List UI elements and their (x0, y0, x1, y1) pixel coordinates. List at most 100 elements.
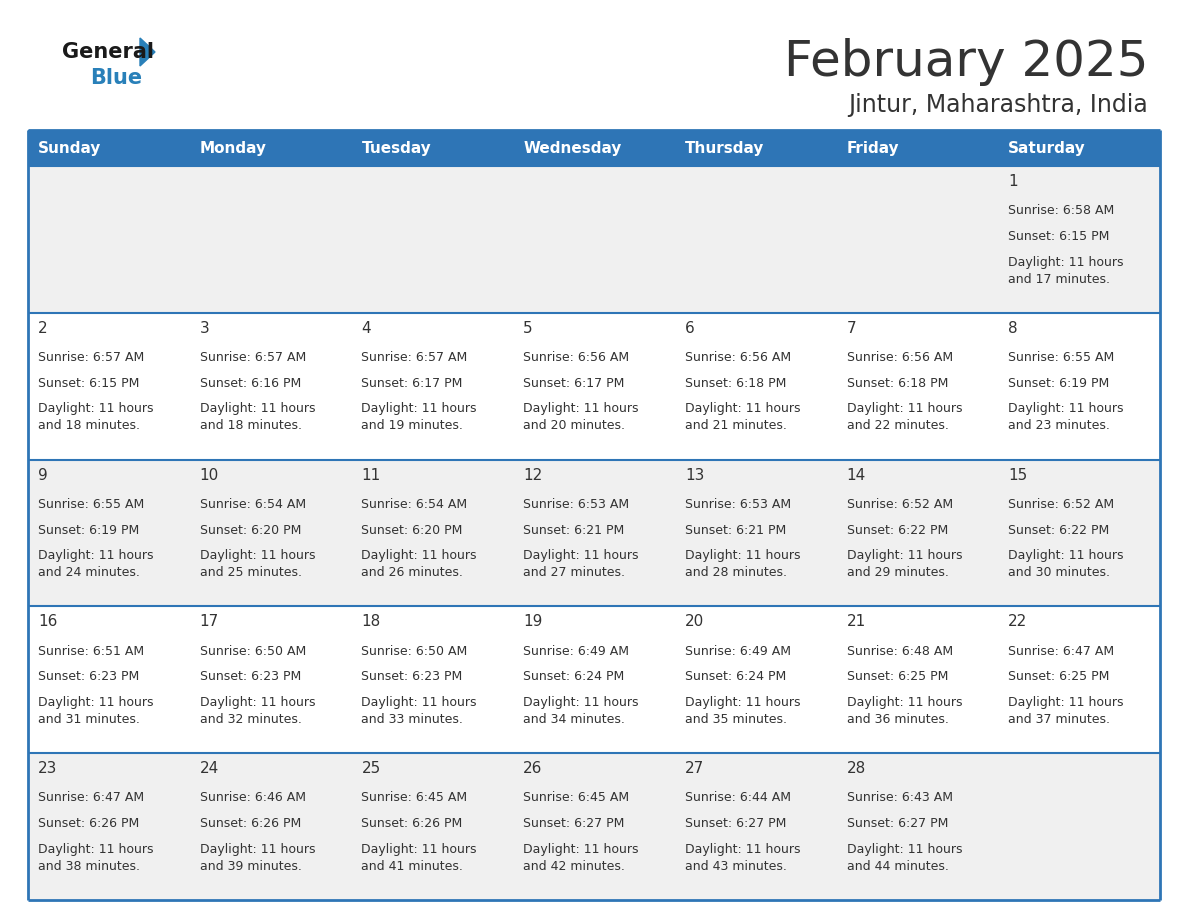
Text: Sunset: 6:22 PM: Sunset: 6:22 PM (847, 523, 948, 537)
Text: 18: 18 (361, 614, 380, 630)
Text: Sunset: 6:24 PM: Sunset: 6:24 PM (684, 670, 786, 683)
Text: 22: 22 (1009, 614, 1028, 630)
Text: 24: 24 (200, 761, 219, 777)
Text: 28: 28 (847, 761, 866, 777)
Bar (836, 607, 998, 753)
Text: Sunrise: 6:56 AM: Sunrise: 6:56 AM (523, 351, 630, 364)
Text: 14: 14 (847, 467, 866, 483)
Text: 6: 6 (684, 320, 695, 336)
Text: Sunset: 6:26 PM: Sunset: 6:26 PM (361, 817, 462, 830)
Text: Daylight: 11 hours
and 32 minutes.: Daylight: 11 hours and 32 minutes. (200, 696, 315, 726)
Text: Tuesday: Tuesday (361, 140, 431, 155)
Bar (352, 313, 513, 460)
Text: Sunset: 6:27 PM: Sunset: 6:27 PM (523, 817, 625, 830)
Text: Sunset: 6:26 PM: Sunset: 6:26 PM (38, 817, 139, 830)
Text: Sunset: 6:24 PM: Sunset: 6:24 PM (523, 670, 625, 683)
Text: Daylight: 11 hours
and 25 minutes.: Daylight: 11 hours and 25 minutes. (200, 549, 315, 579)
Bar (190, 130, 352, 166)
Text: Daylight: 11 hours
and 18 minutes.: Daylight: 11 hours and 18 minutes. (38, 402, 153, 432)
Text: Sunrise: 6:49 AM: Sunrise: 6:49 AM (684, 644, 791, 657)
Text: Sunrise: 6:52 AM: Sunrise: 6:52 AM (1009, 498, 1114, 511)
Text: Sunrise: 6:55 AM: Sunrise: 6:55 AM (1009, 351, 1114, 364)
Bar (998, 753, 1159, 900)
Text: 26: 26 (523, 761, 543, 777)
Text: Sunset: 6:17 PM: Sunset: 6:17 PM (361, 376, 463, 390)
Text: Sunrise: 6:44 AM: Sunrise: 6:44 AM (684, 791, 791, 804)
Text: Sunset: 6:25 PM: Sunset: 6:25 PM (1009, 670, 1110, 683)
Text: Sunrise: 6:55 AM: Sunrise: 6:55 AM (38, 498, 144, 511)
Bar (352, 753, 513, 900)
Bar (675, 753, 836, 900)
Bar (836, 166, 998, 313)
Text: Sunset: 6:20 PM: Sunset: 6:20 PM (361, 523, 463, 537)
Text: Daylight: 11 hours
and 20 minutes.: Daylight: 11 hours and 20 minutes. (523, 402, 639, 432)
Bar (513, 460, 675, 607)
Bar (675, 130, 836, 166)
Bar (29, 607, 190, 753)
Text: Sunset: 6:15 PM: Sunset: 6:15 PM (1009, 230, 1110, 243)
Text: 17: 17 (200, 614, 219, 630)
Text: 3: 3 (200, 320, 209, 336)
Text: Sunrise: 6:52 AM: Sunrise: 6:52 AM (847, 498, 953, 511)
Bar (352, 130, 513, 166)
Bar (675, 460, 836, 607)
Text: Daylight: 11 hours
and 34 minutes.: Daylight: 11 hours and 34 minutes. (523, 696, 639, 726)
Text: Daylight: 11 hours
and 36 minutes.: Daylight: 11 hours and 36 minutes. (847, 696, 962, 726)
Text: Sunset: 6:23 PM: Sunset: 6:23 PM (361, 670, 462, 683)
Text: Daylight: 11 hours
and 43 minutes.: Daylight: 11 hours and 43 minutes. (684, 843, 801, 873)
Text: Sunset: 6:22 PM: Sunset: 6:22 PM (1009, 523, 1110, 537)
Text: Sunrise: 6:57 AM: Sunrise: 6:57 AM (38, 351, 144, 364)
Bar (513, 607, 675, 753)
Text: Sunset: 6:17 PM: Sunset: 6:17 PM (523, 376, 625, 390)
Bar (513, 753, 675, 900)
Text: Jintur, Maharashtra, India: Jintur, Maharashtra, India (848, 93, 1148, 117)
Bar (675, 607, 836, 753)
Text: 15: 15 (1009, 467, 1028, 483)
Text: 23: 23 (38, 761, 57, 777)
Bar (998, 460, 1159, 607)
Text: 21: 21 (847, 614, 866, 630)
Text: Sunrise: 6:53 AM: Sunrise: 6:53 AM (684, 498, 791, 511)
Text: 25: 25 (361, 761, 380, 777)
Text: Sunset: 6:19 PM: Sunset: 6:19 PM (1009, 376, 1110, 390)
Bar (836, 460, 998, 607)
Bar (352, 460, 513, 607)
Text: Sunrise: 6:56 AM: Sunrise: 6:56 AM (684, 351, 791, 364)
Bar (190, 607, 352, 753)
Text: Blue: Blue (90, 68, 143, 88)
Text: 4: 4 (361, 320, 371, 336)
Text: Sunrise: 6:50 AM: Sunrise: 6:50 AM (200, 644, 307, 657)
Text: Sunrise: 6:57 AM: Sunrise: 6:57 AM (200, 351, 307, 364)
Text: Daylight: 11 hours
and 33 minutes.: Daylight: 11 hours and 33 minutes. (361, 696, 476, 726)
Bar (998, 607, 1159, 753)
Text: 12: 12 (523, 467, 543, 483)
Bar (513, 166, 675, 313)
Text: Daylight: 11 hours
and 27 minutes.: Daylight: 11 hours and 27 minutes. (523, 549, 639, 579)
Text: Sunrise: 6:50 AM: Sunrise: 6:50 AM (361, 644, 468, 657)
Bar (29, 753, 190, 900)
Text: Sunset: 6:27 PM: Sunset: 6:27 PM (684, 817, 786, 830)
Bar (190, 753, 352, 900)
Bar (998, 166, 1159, 313)
Bar (836, 753, 998, 900)
Text: Daylight: 11 hours
and 38 minutes.: Daylight: 11 hours and 38 minutes. (38, 843, 153, 873)
Text: Sunrise: 6:57 AM: Sunrise: 6:57 AM (361, 351, 468, 364)
Text: General: General (62, 42, 154, 62)
Text: Sunset: 6:23 PM: Sunset: 6:23 PM (200, 670, 301, 683)
Text: Sunset: 6:25 PM: Sunset: 6:25 PM (847, 670, 948, 683)
Text: Wednesday: Wednesday (523, 140, 621, 155)
Text: Daylight: 11 hours
and 29 minutes.: Daylight: 11 hours and 29 minutes. (847, 549, 962, 579)
Bar (513, 313, 675, 460)
Text: 16: 16 (38, 614, 57, 630)
Text: Sunrise: 6:58 AM: Sunrise: 6:58 AM (1009, 205, 1114, 218)
Bar (675, 313, 836, 460)
Text: 9: 9 (38, 467, 48, 483)
Text: Daylight: 11 hours
and 41 minutes.: Daylight: 11 hours and 41 minutes. (361, 843, 476, 873)
Bar (190, 166, 352, 313)
Bar (675, 166, 836, 313)
Text: Daylight: 11 hours
and 44 minutes.: Daylight: 11 hours and 44 minutes. (847, 843, 962, 873)
Bar (29, 460, 190, 607)
Text: Daylight: 11 hours
and 21 minutes.: Daylight: 11 hours and 21 minutes. (684, 402, 801, 432)
Bar (29, 130, 190, 166)
Text: Daylight: 11 hours
and 18 minutes.: Daylight: 11 hours and 18 minutes. (200, 402, 315, 432)
